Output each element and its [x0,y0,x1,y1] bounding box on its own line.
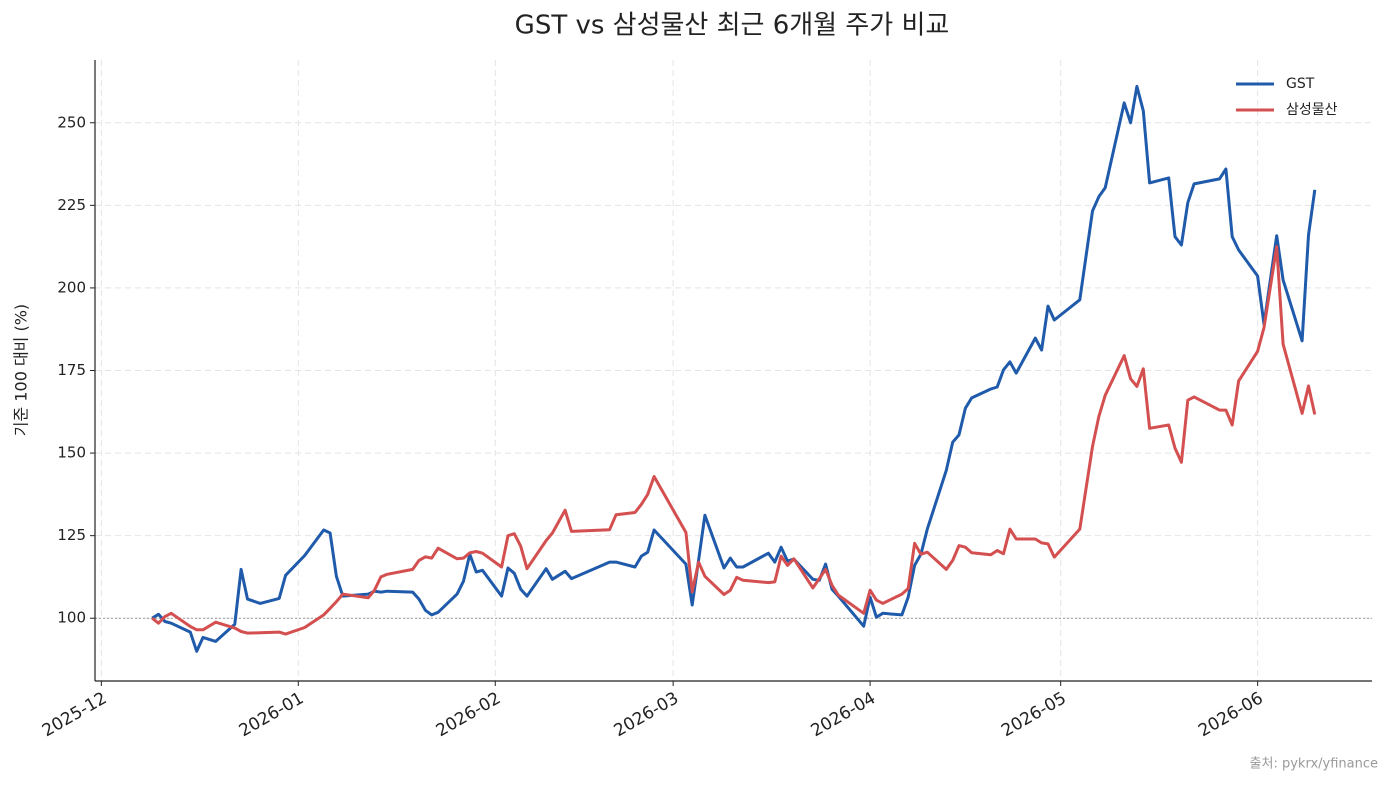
chart-title: GST vs 삼성물산 최근 6개월 주가 비교 [515,11,950,41]
x-tick-label: 2026-05 [998,688,1070,741]
x-tick-label: 2025-12 [39,688,111,741]
y-tick-label: 100 [57,609,86,627]
series-line [151,245,1317,636]
y-tick-label: 125 [57,526,86,544]
y-tick-label: 175 [57,361,86,379]
y-axis-label: 기준 100 대비 (%) [12,304,31,436]
x-tick-label: 2026-03 [611,688,683,741]
source-note: 출처: pykrx/yfinance [1250,757,1378,772]
x-tick-label: 2026-01 [236,688,308,741]
x-tick-label: 2026-06 [1195,688,1267,741]
y-tick-label: 200 [57,278,86,296]
x-tick-label: 2026-04 [808,688,880,741]
y-tick-label: 250 [57,113,86,131]
series-line [151,84,1317,653]
legend-label: 삼성물산 [1286,102,1338,118]
legend-label: GST [1286,76,1315,92]
y-tick-label: 150 [57,444,86,462]
x-tick-label: 2026-02 [433,688,505,741]
y-tick-label: 225 [57,196,86,214]
